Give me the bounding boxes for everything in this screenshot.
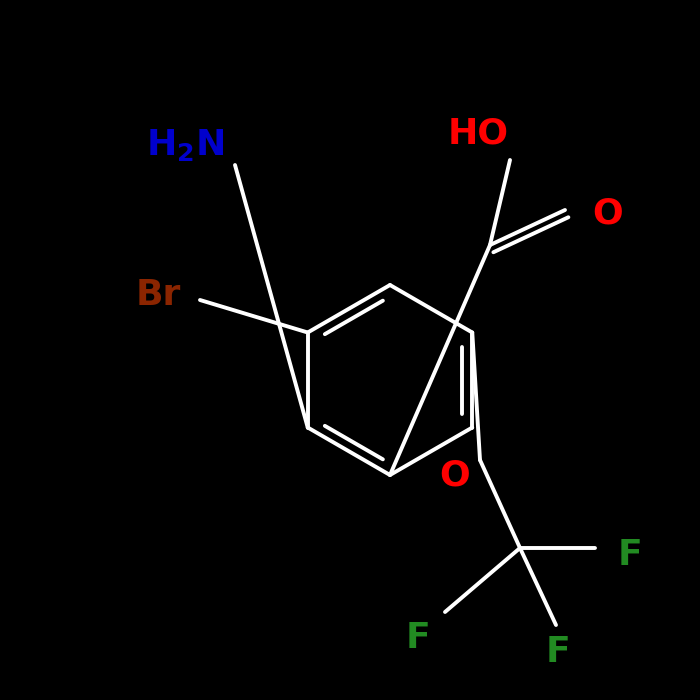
Text: O: O — [592, 196, 623, 230]
Text: F: F — [618, 538, 643, 572]
Text: F: F — [405, 621, 430, 655]
Text: O: O — [440, 458, 470, 492]
Text: HO: HO — [447, 116, 509, 150]
Text: Br: Br — [135, 278, 181, 312]
Text: F: F — [545, 635, 570, 669]
Text: $\mathregular{H_2N}$: $\mathregular{H_2N}$ — [146, 127, 224, 163]
